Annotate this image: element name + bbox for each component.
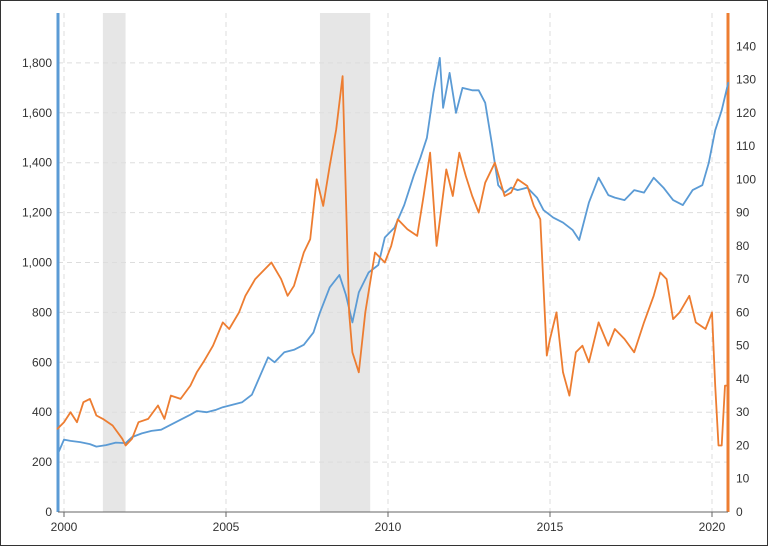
left-tick-label-5: 1,000	[22, 256, 52, 270]
right-tick-label-14: 140	[736, 39, 756, 53]
right-tick-label-3: 30	[736, 405, 750, 419]
right-tick-label-0: 0	[736, 505, 743, 519]
right-tick-label-13: 130	[736, 73, 756, 87]
right-tick-label-1: 10	[736, 472, 750, 486]
series-line-right	[56, 75, 730, 447]
x-tick-label-2: 2010	[375, 520, 402, 534]
x-tick-label-1: 2005	[213, 520, 240, 534]
right-tick-label-2: 20	[736, 438, 750, 452]
right-tick-label-8: 80	[736, 239, 750, 253]
right-tick-label-11: 110	[736, 139, 755, 153]
left-axis: 0 200 400 600 800 1,000 1,200 1,400 1,600 1,800	[22, 13, 60, 519]
x-tick-label-0: 2000	[51, 520, 78, 534]
x-tick-label-4: 2020	[699, 520, 726, 534]
right-tick-label-9: 90	[736, 206, 750, 220]
right-tick-label-4: 40	[736, 372, 750, 386]
x-axis: 2000 2005 2010 2015 2020	[51, 511, 728, 534]
grid-layer	[58, 13, 728, 512]
left-tick-label-1: 200	[32, 455, 52, 469]
right-tick-label-5: 50	[736, 339, 750, 353]
left-tick-label-4: 800	[32, 305, 52, 319]
right-tick-label-7: 70	[736, 272, 750, 286]
recession-band-2	[319, 13, 371, 512]
x-tick-label-3: 2015	[537, 520, 564, 534]
right-tick-label-6: 60	[736, 305, 750, 319]
left-tick-label-8: 1,600	[22, 106, 52, 120]
left-tick-label-9: 1,800	[22, 56, 52, 70]
right-tick-label-12: 120	[736, 106, 756, 120]
left-tick-label-3: 600	[32, 355, 52, 369]
right-axis: 0 10 20 30 40 50 60 70 80 90 100 110 120 130 140	[726, 13, 756, 519]
left-tick-label-6: 1,200	[22, 206, 52, 220]
series-layer	[56, 57, 730, 456]
left-tick-label-7: 1,400	[22, 156, 52, 170]
series-line-left	[56, 57, 730, 456]
left-tick-label-2: 400	[32, 405, 52, 419]
right-tick-label-10: 100	[736, 172, 756, 186]
left-tick-label-0: 0	[45, 505, 52, 519]
